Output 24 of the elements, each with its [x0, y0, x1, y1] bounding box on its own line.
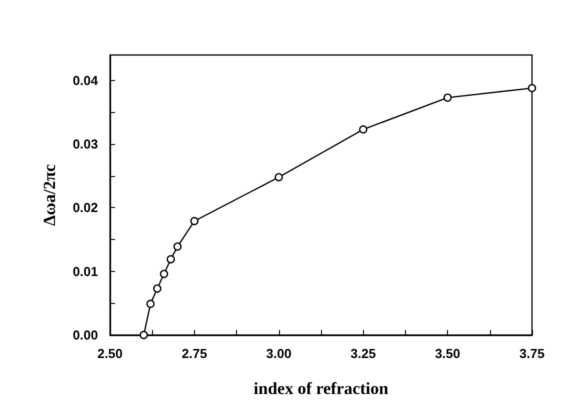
point: [528, 84, 536, 92]
point: [190, 216, 199, 226]
x-tick-label: 2.75: [182, 346, 208, 361]
x-tick-label: 3.25: [350, 346, 376, 361]
point: [443, 93, 452, 102]
point: [146, 300, 155, 308]
point: [359, 125, 368, 134]
x-tick-label: 2.50: [97, 346, 123, 361]
point: [274, 173, 283, 182]
point: [153, 284, 162, 293]
point: [173, 242, 182, 251]
y-axis-title: Δωa/2πc: [40, 164, 59, 226]
x-axis-title: index of refraction: [254, 379, 389, 398]
y-tick-label: 0.03: [72, 136, 98, 152]
x-tick-label: 3.75: [519, 346, 545, 361]
y-tick-label: 0.04: [72, 72, 99, 88]
x-tick-label: 3.00: [266, 346, 292, 361]
y-tick-label: 0.00: [72, 328, 98, 342]
point: [166, 255, 175, 264]
x-tick-label: 3.50: [434, 346, 460, 361]
point: [140, 330, 148, 340]
y-tick-label: 0.01: [72, 264, 98, 279]
y-tick-label: 0.02: [72, 200, 98, 216]
point: [160, 270, 168, 278]
